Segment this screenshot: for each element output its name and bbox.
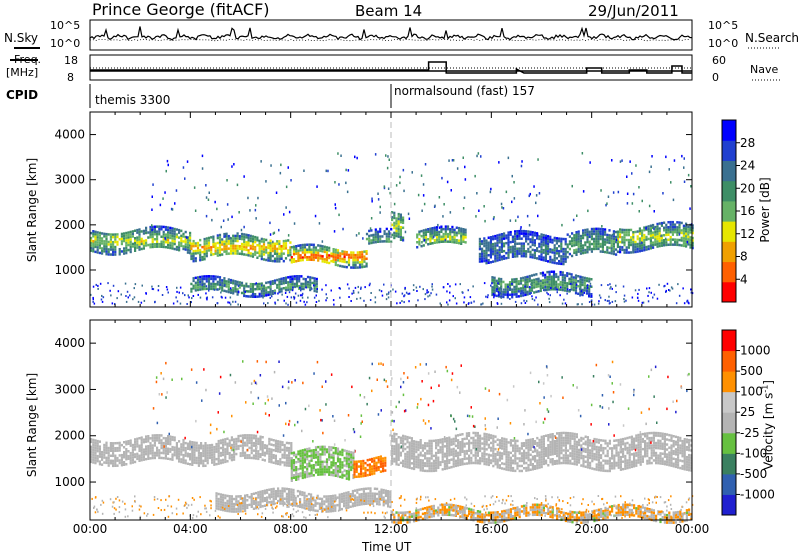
velocity-colorbar-swatch — [722, 330, 736, 352]
x-tick-label: 08:00 — [273, 522, 308, 536]
noise-tick-top-right: 10^5 — [708, 19, 739, 32]
y-tick-label: 1000 — [54, 475, 85, 489]
beam-label: Beam 14 — [355, 2, 423, 20]
power-colorbar-tick-label: 12 — [740, 227, 755, 241]
noise-search-line — [89, 38, 691, 42]
y-tick-label: 2000 — [54, 218, 85, 232]
velocity-scatter-echoes — [91, 360, 694, 519]
velocity-colorbar-tick-label: 1000 — [740, 344, 771, 358]
cpid-segment-1: themis 3300 — [95, 93, 171, 107]
power-echo-band-1 — [90, 225, 192, 256]
x-tick-label: 00:00 — [73, 522, 108, 536]
y-tick-label: 2000 — [54, 429, 85, 443]
power-colorbar-swatch — [722, 200, 736, 222]
velocity-echo-band-2 — [290, 445, 355, 482]
power-colorbar-swatch — [722, 180, 736, 202]
velocity-colorbar-swatch — [722, 350, 736, 372]
power-colorbar-swatch — [722, 221, 736, 242]
y-tick-label: 3000 — [54, 382, 85, 396]
velocity-colorbar-swatch — [722, 453, 736, 475]
x-tick-label: 00:00 — [675, 522, 710, 536]
velocity-colorbar-swatch — [722, 412, 736, 434]
power-echo-band-8 — [566, 227, 618, 259]
freq-unit: [MHz] — [6, 66, 39, 79]
cpid-label: CPID — [6, 88, 39, 102]
power-colorbar-tick-label: 4 — [740, 272, 748, 286]
power-echo-band-9 — [616, 220, 694, 254]
x-tick-label: 16:00 — [474, 522, 509, 536]
power-colorbar-swatch — [722, 281, 736, 303]
power-colorbar-swatch — [722, 120, 736, 141]
x-tick-label: 12:00 — [374, 522, 409, 536]
velocity-colorbar-tick-label: -1000 — [740, 487, 775, 501]
y-tick-label: 4000 — [54, 128, 85, 142]
power-echo-band-7 — [478, 229, 567, 266]
power-scatter-echoes — [90, 152, 694, 306]
noise-tick-bottom-left: 10^0 — [50, 37, 81, 50]
y-tick-label: 4000 — [54, 336, 85, 350]
velocity-colorbar-tick-label: -500 — [740, 467, 767, 481]
nsearch-label: N.Search — [745, 31, 800, 45]
power-colorbar-tick-label: 8 — [740, 250, 748, 264]
velocity-colorbar-swatch — [722, 494, 736, 516]
noise-sky-line — [89, 26, 693, 41]
velocity-echo-band-4 — [391, 431, 693, 473]
freq-tick-bottom: 8 — [67, 71, 74, 84]
noise-panel-frame — [89, 19, 693, 51]
station-title: Prince George (fitACF) — [92, 0, 270, 19]
power-colorbar-tick-label: 16 — [740, 204, 755, 218]
velocity-echo-band-3 — [353, 455, 387, 479]
x-tick-label: 04:00 — [173, 522, 208, 536]
y-tick-label: 1000 — [54, 263, 85, 277]
date-label: 29/Jun/2011 — [588, 2, 679, 20]
power-colorbar-swatch — [722, 261, 736, 283]
power-colorbar-tick-label: 20 — [740, 181, 755, 195]
velocity-echo-band-1 — [90, 434, 293, 468]
power-colorbar-swatch — [722, 140, 736, 161]
power-echo-band-5 — [391, 211, 405, 242]
power-colorbar-swatch — [722, 160, 736, 182]
freq-tick-top: 18 — [64, 54, 78, 67]
power-echo-band-2 — [190, 232, 292, 263]
velocity-colorbar-swatch — [722, 473, 736, 495]
cpid-segment-2: normalsound (fast) 157 — [394, 84, 535, 98]
nave-tick-bottom: 0 — [712, 71, 719, 84]
nave-label: Nave — [750, 63, 779, 76]
power-colorbar-tick-label: 28 — [740, 136, 755, 150]
velocity-colorbar-tick-label: -25 — [740, 426, 760, 440]
velocity-colorbar-swatch — [722, 371, 736, 393]
power-echo-band-10 — [190, 275, 318, 298]
velocity-colorbar-swatch — [722, 432, 736, 454]
y-tick-label: 3000 — [54, 173, 85, 187]
velocity-echo-band-5 — [215, 487, 392, 513]
power-echo-band-3 — [290, 243, 368, 269]
power-colorbar-swatch — [722, 241, 736, 263]
time-axis-label: Time UT — [362, 540, 412, 554]
velocity-colorbar-frame — [721, 329, 737, 516]
x-tick-label: 20:00 — [574, 522, 609, 536]
velocity-colorbar-tick-label: -100 — [740, 446, 767, 460]
noise-tick-top-left: 10^5 — [50, 19, 81, 32]
velocity-echo-band-6 — [391, 503, 693, 524]
power-colorbar-tick-label: 24 — [740, 159, 755, 173]
velocity-colorbar-tick-label: 25 — [740, 405, 755, 419]
velocity-colorbar-tick-label: 100 — [740, 385, 763, 399]
nave-line — [90, 61, 692, 74]
nsky-label: N.Sky — [4, 31, 39, 45]
nave-tick-top: 60 — [712, 54, 726, 67]
velocity-colorbar-tick-label: 500 — [740, 364, 763, 378]
noise-tick-bottom-right: 10^0 — [708, 37, 739, 50]
velocity-colorbar-swatch — [722, 391, 736, 413]
power-echo-band-6 — [416, 225, 467, 249]
power-echo-band-4 — [365, 227, 393, 245]
